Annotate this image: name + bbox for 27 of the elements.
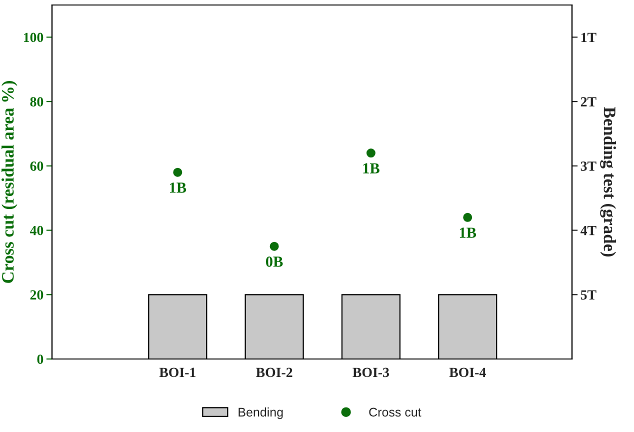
y2-tick-label: 4T <box>580 226 596 236</box>
y-tick-label: 40 <box>30 226 44 236</box>
x-tick-label: BOI-2 <box>256 368 292 378</box>
y2-tick-label: 5T <box>580 290 596 300</box>
legend-label: Bending <box>238 407 283 420</box>
y2-tick-label: 1T <box>581 32 596 42</box>
y2-tick-label: 3T <box>580 162 596 171</box>
y-tick-label: 80 <box>30 97 44 106</box>
annotation: 1B <box>460 228 476 238</box>
x-tick-label: BOI-4 <box>449 368 486 378</box>
point <box>270 242 279 251</box>
y2-tick-label: 2T <box>580 97 596 106</box>
y-axis-title: Cross cut (residual area %) <box>2 81 18 283</box>
y-tick-label: 0 <box>37 354 44 364</box>
y-tick-label: 20 <box>30 290 44 300</box>
point <box>366 148 376 158</box>
point <box>463 212 472 222</box>
legend-label: Cross cut <box>369 408 422 417</box>
point <box>173 168 182 177</box>
annotation: 0B <box>266 256 283 267</box>
x-tick-label: BOI-1 <box>159 368 196 378</box>
annotation: 1B <box>170 182 186 193</box>
y2-axis-title: Bending test (grade) <box>600 107 616 256</box>
x-tick-label: BOI-3 <box>352 368 390 378</box>
annotation: 1B <box>363 163 380 174</box>
y-tick-label: 100 <box>24 32 44 42</box>
y-tick-label: 60 <box>30 161 44 171</box>
